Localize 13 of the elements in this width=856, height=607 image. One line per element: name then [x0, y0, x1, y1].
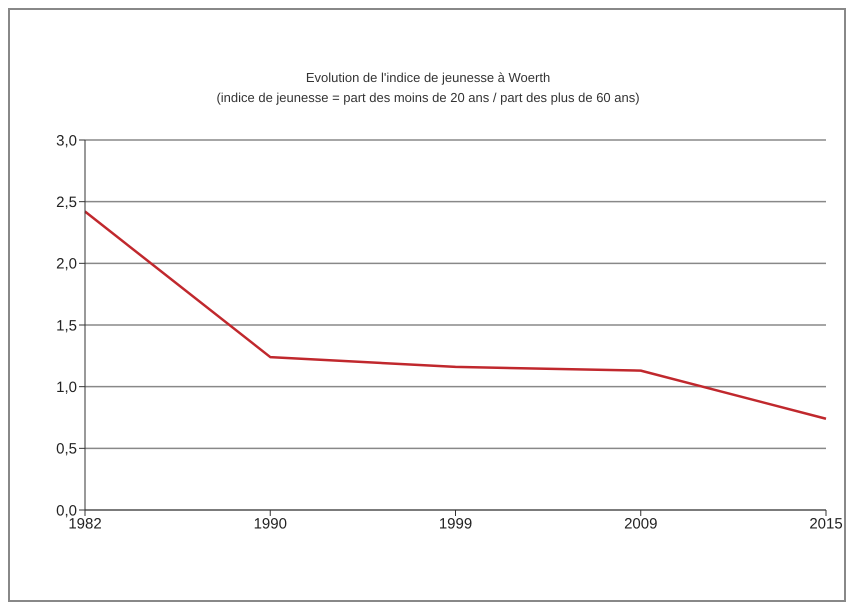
y-tick-label: 2,5: [56, 194, 77, 211]
chart-subtitle: (indice de jeunesse = part des moins de 20 ans / part des plus de 60 ans): [215, 89, 641, 107]
line-series: [84, 210, 828, 420]
x-tick-label: 2015: [809, 516, 843, 533]
y-tick-label: 0,5: [56, 440, 77, 458]
x-tick-label: 2009: [624, 516, 658, 533]
y-tick-label: 1,0: [56, 378, 77, 396]
y-tick-label: 2,0: [56, 256, 77, 273]
x-tick-label: 1990: [254, 516, 287, 533]
chart-title: Evolution de l'indice de jeunesse à Woerth: [304, 69, 552, 87]
y-tick-label: 1,5: [56, 317, 77, 334]
y-tick-label: 3,0: [56, 132, 77, 150]
x-tick-label: 1999: [438, 516, 472, 533]
